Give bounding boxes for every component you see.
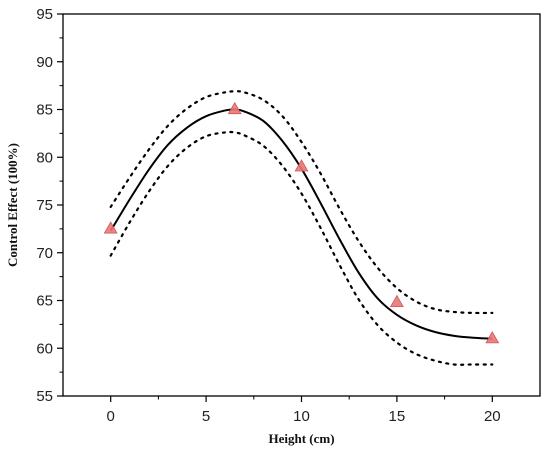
y-tick-label: 95 [36, 6, 53, 23]
lower-confidence-band-line [109, 130, 494, 366]
y-tick-label: 75 [36, 197, 53, 214]
data-points [103, 101, 500, 344]
plot-frame [62, 13, 541, 397]
series-lines [109, 90, 494, 366]
y-tick-label: 85 [36, 102, 53, 119]
x-axis-label: Height (cm) [268, 431, 334, 446]
data-point-marker [485, 331, 500, 344]
x-axis-ticks: 0 5 10 15 20 [107, 396, 501, 425]
data-point-marker [103, 221, 118, 234]
x-tick-label: 20 [484, 408, 501, 425]
y-tick-label: 60 [36, 340, 53, 357]
plot-border [62, 13, 541, 397]
x-tick-label: 5 [202, 408, 210, 425]
x-tick-label: 10 [293, 408, 310, 425]
y-tick-label: 65 [36, 293, 53, 310]
data-point-marker [294, 159, 309, 172]
y-tick-label: 80 [36, 149, 53, 166]
fit-curve-line [109, 108, 493, 340]
data-point-marker [227, 101, 242, 115]
data-point-marker [389, 294, 404, 307]
y-tick-label: 55 [36, 388, 53, 405]
x-tick-label: 15 [389, 408, 406, 425]
x-tick-label: 0 [107, 408, 115, 425]
y-axis-ticks: 55 60 65 70 75 80 85 90 95 [36, 6, 63, 405]
y-axis-label: Control Effect (100%) [5, 143, 20, 267]
upper-confidence-band-line [109, 90, 494, 315]
y-tick-label: 90 [36, 54, 53, 71]
y-tick-label: 70 [36, 245, 53, 262]
